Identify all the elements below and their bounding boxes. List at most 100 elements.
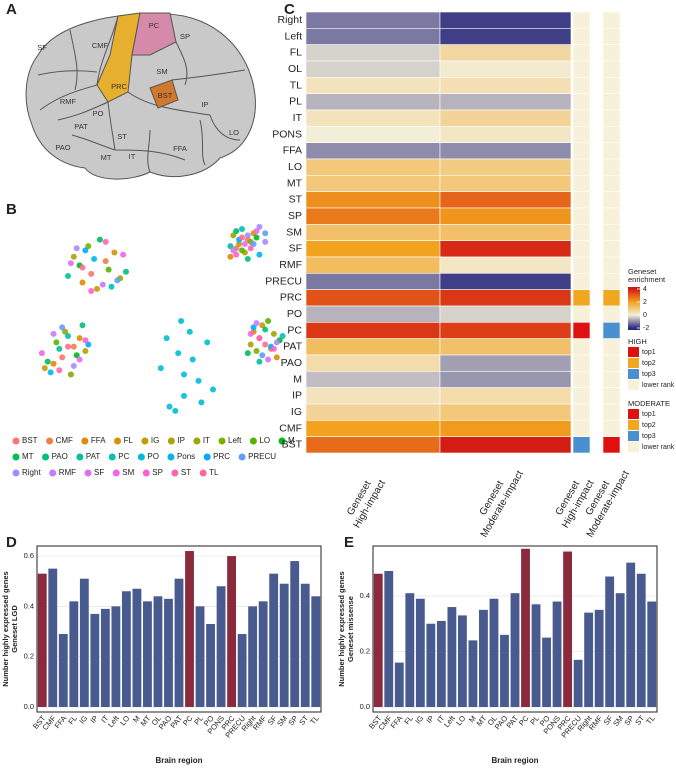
bar (500, 634, 509, 708)
heatmap-cell (439, 322, 572, 339)
scatter-point (270, 345, 277, 352)
legend-label: SF (94, 468, 104, 477)
scatter-point (259, 352, 266, 359)
legend-swatch (142, 469, 150, 477)
legend-label: top1 (642, 349, 656, 356)
rank-cell (602, 273, 621, 290)
scatter-point (265, 356, 272, 363)
row-label: PRC (280, 292, 303, 304)
rank-cell (572, 109, 591, 127)
legend-label: TL (209, 468, 219, 477)
scatter-point (70, 253, 77, 260)
legend-item: PC (108, 452, 130, 461)
scatter-point (256, 223, 263, 230)
panel-label: E (344, 534, 354, 551)
scatter-point (230, 247, 237, 254)
bar (457, 615, 467, 708)
scatter-point (181, 392, 187, 399)
region-label: FFA (173, 144, 187, 153)
scatter-point (163, 335, 170, 342)
x-axis-title: Brain region (491, 756, 538, 765)
legend-swatch (171, 469, 179, 477)
x-tick-label: IG (413, 714, 425, 726)
rank-cell (572, 256, 591, 274)
scatter-point (79, 264, 86, 271)
legend-label: IG (151, 436, 159, 445)
legend-label: M (288, 436, 295, 445)
rank-cell (572, 126, 591, 143)
column-label: GenesetHigh-impact (341, 472, 388, 530)
rank-cell (602, 256, 621, 274)
scatter-point (47, 369, 54, 376)
rank-cell (602, 44, 621, 62)
rank-cell (572, 44, 591, 62)
bar (174, 578, 184, 707)
bar (79, 578, 89, 707)
rank-cell (572, 191, 591, 209)
legend-label: PO (147, 452, 159, 461)
row-label: M (293, 373, 302, 385)
heatmap-cell (305, 109, 441, 127)
heatmap-cell (439, 126, 572, 143)
scatter-point (65, 332, 71, 339)
rank-cell (602, 403, 621, 421)
rank-cell (602, 142, 621, 160)
scatter-point (166, 403, 173, 410)
heatmap-cell (439, 77, 572, 94)
bar (300, 583, 310, 707)
heatmap-cell (305, 322, 441, 339)
heatmap-cell (305, 273, 441, 290)
legend-swatch (199, 469, 207, 477)
rank-cell (602, 387, 621, 405)
bar (311, 596, 321, 707)
heatmap-cell (305, 175, 441, 192)
x-tick-label: LO (454, 714, 467, 728)
legend-item: PRECU (238, 452, 276, 461)
region-pc (131, 12, 177, 56)
rank-cell (602, 109, 621, 127)
region-label: PRC (111, 82, 127, 91)
bar (248, 606, 258, 707)
scatter-point (65, 273, 71, 280)
rank-cell (602, 175, 621, 192)
legend-item: PO (137, 452, 159, 461)
legend-label: lower rank (642, 382, 675, 389)
colorbar-tick-label: -2 (643, 325, 649, 332)
heatmap-cell (305, 420, 441, 437)
legend-swatch (218, 437, 226, 445)
scatter-point (85, 341, 92, 348)
legend-label: Pons (177, 452, 195, 461)
rank-cell (602, 207, 621, 225)
rank-cell (572, 305, 591, 323)
legend-item: IP (167, 436, 185, 445)
scatter-point (198, 399, 205, 406)
heatmap-cell (305, 256, 441, 274)
legend-swatch (238, 453, 246, 461)
plot-frame (372, 545, 658, 713)
bar (37, 573, 47, 707)
legend-swatch (628, 409, 639, 419)
row-label: Left (284, 30, 302, 42)
heatmap-cell (439, 207, 572, 225)
rank-cell (602, 354, 621, 372)
scatter-point (233, 228, 240, 235)
x-tick-label: IP (424, 714, 435, 725)
scatter-point (253, 234, 260, 241)
heatmap-cell (439, 109, 572, 127)
rank-cell (602, 436, 621, 454)
bar (405, 593, 415, 708)
region-label: SF (37, 43, 47, 52)
row-label: PC (287, 324, 302, 336)
bar (489, 598, 499, 708)
x-axis-title: Brain region (155, 756, 202, 765)
rank-cell (602, 126, 621, 143)
legend-item: FL (114, 436, 133, 445)
bar (531, 604, 541, 708)
scatter-point (244, 350, 251, 357)
scatter-point (62, 328, 69, 335)
row-label: Right (277, 14, 302, 26)
scatter-point (253, 320, 260, 327)
rank-cell (572, 28, 591, 45)
legend-swatch (167, 453, 175, 461)
bar (563, 551, 573, 708)
